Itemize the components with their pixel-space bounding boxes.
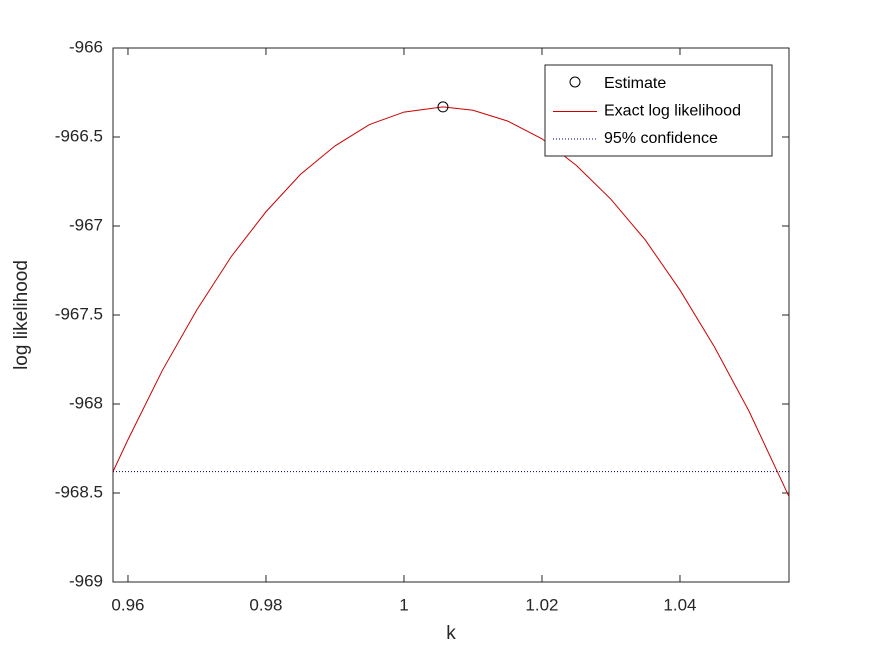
x-tick-label: 1.04 <box>663 595 696 614</box>
y-tick-label: -968 <box>69 393 103 412</box>
legend-box <box>544 64 773 157</box>
x-tick-label: 0.98 <box>249 595 282 614</box>
x-tick-label: 1.02 <box>525 595 558 614</box>
legend-marker <box>569 76 581 88</box>
y-tick-label: -967 <box>69 215 103 234</box>
x-tick-label: 1 <box>399 595 408 614</box>
y-tick-label: -966 <box>69 37 103 56</box>
x-tick-label: 0.96 <box>111 595 144 614</box>
legend-label: Exact log likelihood <box>604 103 741 120</box>
y-tick-label: -968.5 <box>55 482 103 501</box>
y-tick-label: -966.5 <box>55 126 103 145</box>
estimate-marker <box>437 101 449 113</box>
y-tick-label: -969 <box>69 571 103 590</box>
likelihood-curve <box>112 106 790 497</box>
x-axis-label: k <box>446 623 456 644</box>
y-axis-label: log likelihood <box>11 260 32 370</box>
legend-label: 95% confidence <box>604 130 718 147</box>
y-tick-label: -967.5 <box>55 304 103 323</box>
legend-label: Estimate <box>604 75 666 92</box>
